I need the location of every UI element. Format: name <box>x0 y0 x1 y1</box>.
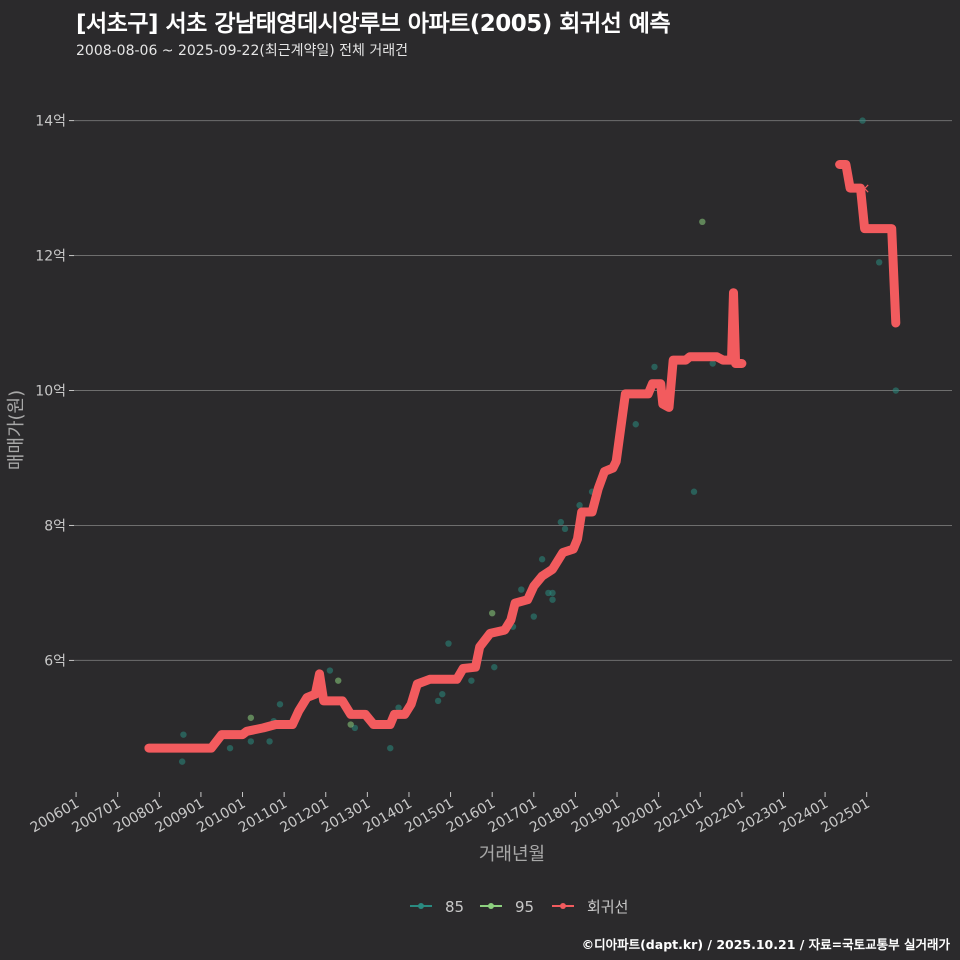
data-point-85 <box>875 259 883 266</box>
gridlines <box>74 120 952 661</box>
data-point-85 <box>180 731 187 738</box>
legend-label: 95 <box>515 898 534 916</box>
data-point-95 <box>335 677 342 684</box>
y-tick-label: 14억 <box>35 114 66 130</box>
data-point-85 <box>690 488 698 495</box>
legend-key-dot <box>418 903 424 909</box>
regression-marker: × <box>859 181 871 197</box>
data-point-85 <box>538 556 546 563</box>
data-point-85 <box>518 586 525 593</box>
x-axis: 2006012007012008012009012010012011012012… <box>28 792 873 836</box>
chart-subtitle: 2008-08-06 ~ 2025-09-22(최근계약일) 전체 거래건 <box>76 43 408 59</box>
data-point-85 <box>247 738 255 745</box>
data-point-85 <box>445 640 452 647</box>
data-point-85 <box>226 744 234 752</box>
legend-key-dot <box>488 903 494 909</box>
regression-segment <box>144 288 747 753</box>
y-axis: 6억 8억 10억 12억 14억 <box>35 114 74 669</box>
data-point-85 <box>709 360 716 367</box>
data-point-95 <box>347 721 354 728</box>
data-point-85 <box>557 518 565 526</box>
data-point-85 <box>491 663 498 671</box>
legend: 85 95 회귀선 <box>410 898 628 916</box>
regression-line: × <box>144 160 901 753</box>
data-point-85 <box>859 117 866 124</box>
data-point-85 <box>545 589 552 597</box>
data-point-85 <box>387 744 394 752</box>
chart-title: [서초구] 서초 강남태영데시앙루브 아파트(2005) 회귀선 예측 <box>76 11 671 37</box>
legend-label: 85 <box>445 898 464 916</box>
x-axis-label: 거래년월 <box>479 844 545 865</box>
data-point-95 <box>488 609 496 617</box>
data-point-85 <box>434 697 442 705</box>
y-tick-label: 6억 <box>44 653 66 669</box>
legend-label: 회귀선 <box>587 898 628 916</box>
data-point-85 <box>651 363 658 371</box>
y-tick-label: 10억 <box>35 384 66 400</box>
data-point-85 <box>892 387 900 394</box>
data-point-85 <box>439 690 446 698</box>
data-point-95 <box>699 218 706 226</box>
data-point-85 <box>561 525 569 533</box>
data-point-85 <box>468 677 475 684</box>
data-point-85 <box>326 667 334 674</box>
data-point-95 <box>247 714 255 721</box>
data-point-85 <box>395 704 402 711</box>
data-point-85 <box>632 421 639 428</box>
y-axis-label: 매매가(원) <box>6 390 27 470</box>
y-tick-label: 8억 <box>44 518 66 534</box>
legend-key-dot <box>560 903 566 909</box>
data-point-85 <box>276 701 284 708</box>
data-point-85 <box>530 613 538 620</box>
data-point-85 <box>549 596 556 603</box>
data-point-85 <box>266 738 273 745</box>
data-points <box>178 117 900 765</box>
source-credit: ©디아파트(dapt.kr) / 2025.10.21 / 자료=국토교통부 실… <box>581 937 950 952</box>
y-tick-label: 12억 <box>35 249 66 265</box>
data-point-85 <box>576 502 583 509</box>
regression-segment <box>835 160 901 328</box>
data-point-85 <box>178 758 186 765</box>
